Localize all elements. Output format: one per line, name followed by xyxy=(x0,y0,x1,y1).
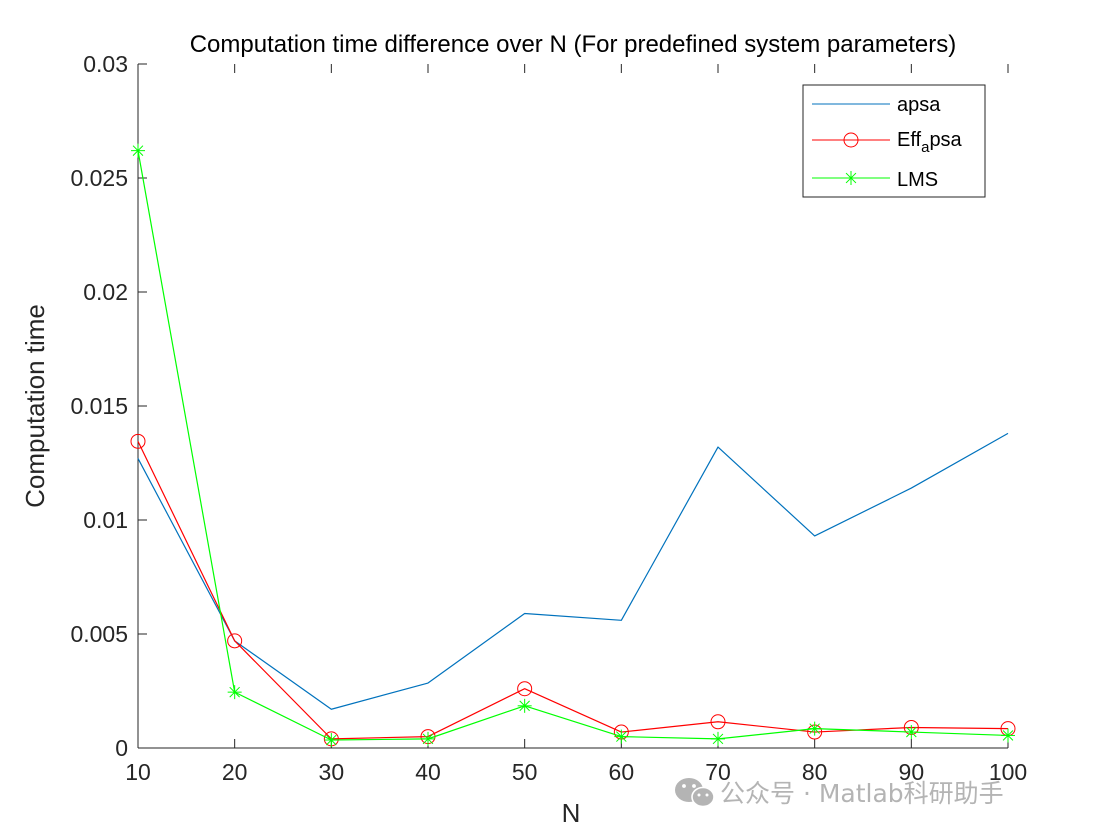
data-point xyxy=(710,714,726,730)
series-line-apsa xyxy=(137,432,1009,710)
legend-star xyxy=(844,171,858,185)
series-line-lms xyxy=(137,150,1009,741)
series-group xyxy=(130,143,1016,748)
y-axis: 0 0.005 0.01 0.015 0.02 0.025 0.03 xyxy=(70,51,147,761)
legend-label-apsa: apsa xyxy=(897,94,941,116)
data-point xyxy=(131,143,145,158)
legend-star-stroke xyxy=(845,172,857,184)
y-tick-label: 0 xyxy=(115,735,128,761)
y-tick-label: 0.005 xyxy=(70,621,128,647)
x-tick-label: 40 xyxy=(415,759,441,785)
legend-label-eff-main: Eff xyxy=(897,129,922,151)
data-point-stroke xyxy=(229,686,240,698)
legend-label-lms: LMS xyxy=(897,169,938,191)
x-tick-label: 60 xyxy=(609,759,635,785)
y-tick-label: 0.01 xyxy=(83,507,128,533)
x-tick-label: 80 xyxy=(802,759,828,785)
data-point xyxy=(227,633,243,649)
y-tick-label: 0.02 xyxy=(83,279,128,305)
legend-marker-lms xyxy=(844,171,858,185)
data-point-stroke xyxy=(1002,730,1014,741)
x-tick-label: 90 xyxy=(899,759,925,785)
y-tick-label: 0.015 xyxy=(70,393,128,419)
data-point xyxy=(904,725,919,740)
data-point-stroke xyxy=(712,733,724,745)
legend: apsa Effapsa LMS xyxy=(802,84,986,198)
y-tick-label: 0.03 xyxy=(83,51,128,77)
watermark: 公众号 · Matlab科研助手 xyxy=(675,778,1004,808)
x-tick-label: 30 xyxy=(319,759,345,785)
legend-label-eff-sub: a xyxy=(921,139,930,156)
data-point xyxy=(807,721,822,736)
legend-marker-eff-apsa xyxy=(843,132,859,148)
watermark-text: 公众号 · Matlab科研助手 xyxy=(720,779,1004,808)
data-point xyxy=(324,733,339,748)
x-axis-title: N xyxy=(562,798,581,828)
x-tick-label: 100 xyxy=(989,759,1027,785)
y-tick-label: 0.025 xyxy=(70,165,128,191)
data-point xyxy=(517,698,532,713)
legend-label-eff-apsa: Effapsa xyxy=(897,129,963,156)
data-point xyxy=(1001,728,1015,743)
chart-title: Computation time difference over N (For … xyxy=(190,31,957,58)
x-tick-label: 50 xyxy=(512,759,538,785)
data-point-stroke xyxy=(422,733,434,745)
x-tick-label: 20 xyxy=(222,759,248,785)
data-point xyxy=(517,681,533,697)
data-point xyxy=(227,685,242,700)
data-point-stroke xyxy=(906,726,917,738)
data-point-stroke xyxy=(519,700,530,712)
wechat-icon xyxy=(675,778,715,808)
data-point xyxy=(711,731,725,746)
legend-label-eff-tail: psa xyxy=(929,129,962,151)
data-point xyxy=(614,729,629,744)
data-point xyxy=(421,731,435,746)
data-point xyxy=(130,433,146,449)
x-tick-label: 70 xyxy=(705,759,731,785)
data-point-stroke xyxy=(326,734,337,746)
y-axis-title: Computation time xyxy=(20,304,50,508)
data-point-stroke xyxy=(616,731,627,742)
data-point-stroke xyxy=(809,723,820,734)
x-tick-label: 10 xyxy=(125,759,151,785)
data-point-stroke xyxy=(132,145,144,156)
